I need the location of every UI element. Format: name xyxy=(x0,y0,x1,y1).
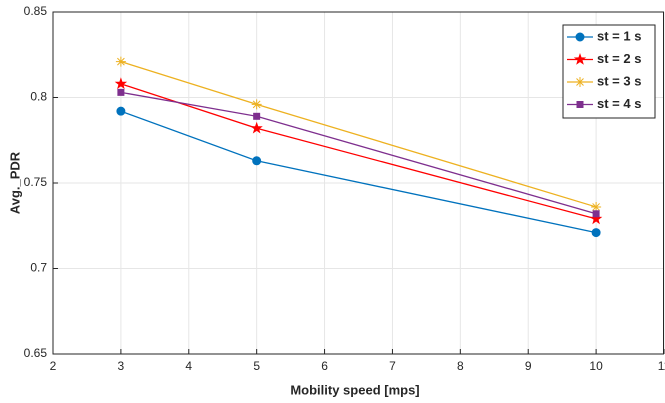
marker xyxy=(573,53,587,65)
plot-frame xyxy=(52,11,664,355)
x-tick-label: 6 xyxy=(321,359,328,373)
marker xyxy=(576,101,584,108)
x-tick-label: 3 xyxy=(118,359,125,373)
y-tick-label: 0.8 xyxy=(30,90,47,104)
legend: st = 1 s st = 2 s st = 3 s st = 4 s xyxy=(562,24,656,119)
marker xyxy=(591,201,602,212)
x-tick-label: 8 xyxy=(457,359,464,373)
series-line xyxy=(120,110,597,234)
x-tick-label: 11 xyxy=(658,359,665,373)
y-tick-label: 0.75 xyxy=(24,175,48,189)
y-axis-label: Avg._PDR xyxy=(7,151,22,214)
legend-label: st = 1 s xyxy=(597,28,641,43)
legend-label: st = 3 s xyxy=(597,73,641,88)
x-tick-label: 10 xyxy=(589,359,603,373)
marker xyxy=(117,88,125,96)
marker xyxy=(116,106,126,116)
y-tick-label: 0.85 xyxy=(24,4,48,18)
marker xyxy=(251,99,262,110)
x-tick-label: 9 xyxy=(525,359,532,373)
x-tick-label: 7 xyxy=(389,359,396,373)
marker xyxy=(115,56,126,67)
series-line xyxy=(120,91,597,215)
marker xyxy=(591,228,601,238)
x-axis-label: Mobility speed [mps] xyxy=(290,382,419,397)
series-line xyxy=(120,60,597,208)
y-tick-label: 0.7 xyxy=(30,261,47,275)
series-line xyxy=(120,83,597,220)
marker xyxy=(589,212,603,225)
marker xyxy=(575,77,585,87)
legend-label: st = 4 s xyxy=(597,96,641,111)
marker xyxy=(592,210,600,218)
marker xyxy=(253,112,261,120)
marker xyxy=(250,121,263,134)
x-tick-label: 4 xyxy=(185,359,192,373)
marker xyxy=(252,156,262,166)
x-tick-label: 5 xyxy=(253,359,260,373)
marker xyxy=(114,77,128,90)
x-tick-label: 2 xyxy=(50,359,57,373)
y-tick-label: 0.65 xyxy=(24,346,48,360)
marker xyxy=(575,32,585,42)
legend-label: st = 2 s xyxy=(597,51,641,66)
